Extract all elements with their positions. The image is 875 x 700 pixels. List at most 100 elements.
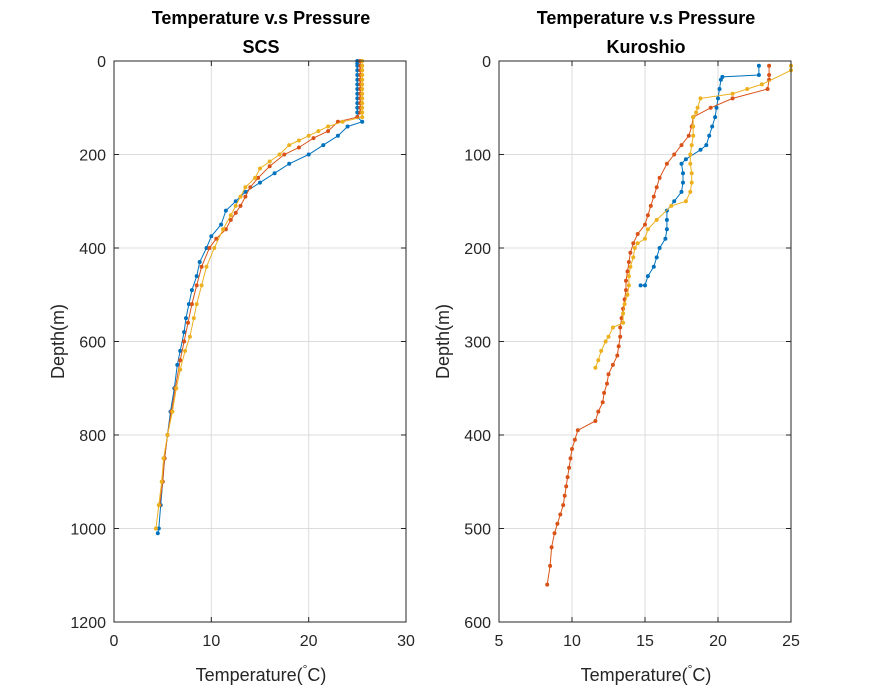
data-point — [189, 302, 194, 307]
data-point — [679, 189, 684, 194]
data-point — [765, 87, 770, 91]
data-point — [616, 344, 621, 349]
data-point — [618, 325, 623, 330]
data-point — [340, 119, 345, 124]
data-point — [555, 521, 560, 526]
data-point — [256, 175, 261, 180]
data-point — [643, 283, 647, 288]
data-point — [718, 77, 723, 82]
data-point — [175, 362, 180, 367]
data-point — [759, 82, 764, 87]
data-point — [182, 330, 187, 335]
data-point — [664, 161, 669, 166]
series-2 — [153, 59, 365, 531]
x-tick-label: 30 — [397, 633, 415, 650]
data-point — [219, 222, 224, 227]
data-point — [672, 152, 677, 157]
data-point — [631, 241, 636, 246]
y-tick-label: 300 — [464, 335, 491, 352]
data-point — [683, 157, 688, 162]
data-point — [698, 147, 703, 152]
data-point — [355, 73, 360, 77]
data-point — [243, 194, 248, 199]
data-point — [355, 63, 360, 68]
data-point — [272, 171, 277, 176]
data-point — [564, 484, 569, 489]
data-point — [223, 227, 228, 232]
x-tick-label: 15 — [636, 633, 654, 650]
data-point — [651, 194, 656, 199]
data-point — [593, 419, 598, 423]
data-point — [688, 189, 693, 194]
data-point — [654, 255, 659, 260]
data-point — [156, 503, 161, 508]
data-point — [360, 119, 365, 124]
y-tick-label: 200 — [79, 148, 106, 165]
data-point — [686, 133, 691, 138]
data-point — [624, 278, 628, 283]
data-point — [360, 82, 365, 87]
data-point — [267, 159, 272, 164]
data-point — [716, 96, 720, 101]
data-point — [335, 133, 340, 138]
data-point — [548, 563, 553, 568]
data-point — [233, 199, 238, 204]
data-point — [593, 365, 598, 370]
data-point — [688, 152, 693, 157]
data-point — [651, 264, 656, 269]
y-axis-label: Depth(m) — [48, 304, 68, 379]
data-point — [645, 213, 650, 218]
y-tick-label: 500 — [464, 522, 491, 539]
data-point — [643, 222, 647, 227]
data-point — [643, 236, 647, 241]
data-point — [296, 145, 301, 150]
data-point — [287, 161, 292, 166]
x-tick-label: 20 — [709, 633, 727, 650]
data-point — [635, 232, 640, 236]
data-point — [545, 582, 550, 587]
data-point — [178, 367, 183, 372]
data-point — [691, 124, 696, 129]
data-point — [238, 203, 243, 208]
data-point — [233, 210, 238, 215]
data-point — [552, 531, 557, 536]
y-tick-label: 600 — [79, 335, 106, 352]
data-point — [691, 115, 696, 120]
data-point — [575, 428, 580, 433]
data-point — [182, 339, 187, 344]
data-point — [209, 234, 214, 239]
data-point — [282, 152, 287, 157]
data-point — [596, 409, 601, 414]
data-point — [194, 283, 199, 288]
series-0 — [638, 63, 761, 288]
data-point — [199, 264, 204, 269]
data-point — [730, 91, 735, 96]
data-point — [610, 325, 615, 330]
data-point — [184, 316, 188, 321]
data-point — [657, 175, 662, 180]
data-point — [679, 143, 684, 148]
data-point — [326, 129, 331, 134]
series-line — [640, 65, 760, 286]
data-point — [565, 475, 570, 480]
data-point — [745, 87, 750, 91]
data-point — [704, 143, 709, 148]
y-tick-label: 0 — [97, 54, 106, 71]
data-point — [186, 320, 190, 325]
data-point — [570, 447, 574, 451]
data-point — [624, 288, 628, 293]
data-point — [600, 400, 605, 405]
data-point — [186, 302, 191, 307]
data-point — [204, 246, 209, 250]
data-point — [355, 68, 360, 73]
data-point — [296, 138, 301, 143]
data-point — [197, 260, 202, 264]
chart-panel-1: 5 10 15 20 25 0 100 200 300 400 500 600 Temperature … — [433, 8, 800, 685]
data-point — [360, 87, 365, 91]
data-point — [621, 320, 626, 325]
x-tick-label: 5 — [495, 633, 504, 650]
data-point — [599, 348, 604, 353]
data-point — [360, 105, 365, 110]
data-point — [156, 526, 161, 531]
